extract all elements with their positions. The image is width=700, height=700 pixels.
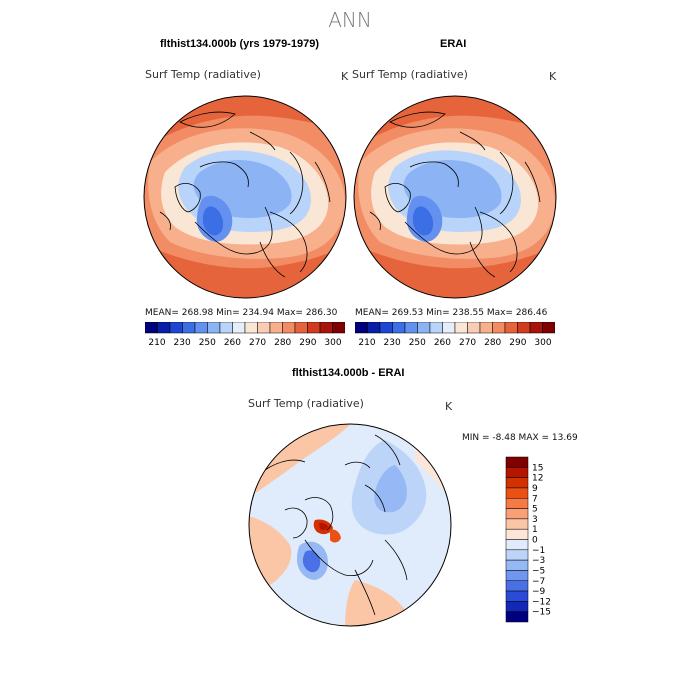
colorbar-swatch [505,498,529,509]
colorbar-swatch [479,322,493,334]
diff-panel-variable-label: Surf Temp (radiative) [248,397,364,410]
colorbar-tick-label: 250 [199,338,216,348]
colorbar-swatch [529,322,543,334]
panel2-variable-label: Surf Temp (radiative) [352,68,468,81]
colorbar-swatch [417,322,431,334]
colorbar-swatch [404,322,418,334]
panel1-units-label: K [341,70,349,83]
colorbar-tick-label: −3 [532,556,545,566]
colorbar-swatch [182,322,196,334]
panel2-title: ERAI [440,38,467,50]
colorbar-swatch [505,456,529,468]
colorbar-swatch [319,322,333,334]
panel2-colorbar: 210 230 250 260 270 280 290 300 [355,322,555,348]
colorbar-swatch [467,322,481,334]
colorbar-swatch [505,518,529,530]
colorbar-tick-label: 12 [532,474,543,484]
diff-panel-title: flthist134.000b - ERAI [292,367,405,379]
colorbar-swatch [194,322,208,334]
colorbar-swatch [207,322,221,334]
colorbar-swatch [145,322,158,334]
colorbar-swatch [355,322,368,334]
colorbar-tick-label: 9 [532,484,538,494]
colorbar-tick-label: −15 [532,608,551,618]
colorbar-swatch [505,528,529,540]
colorbar-tick-label: 250 [409,338,426,348]
panel2-polar-map [353,95,557,299]
colorbar-tick-label: 290 [299,338,316,348]
colorbar-swatch [504,322,518,334]
colorbar-swatch [505,559,529,571]
panel1-stats: MEAN= 268.98 Min= 234.94 Max= 286.30 [145,308,338,318]
panel2-units-label: K [549,70,557,83]
colorbar-swatch [517,322,531,334]
colorbar-swatch [505,611,529,623]
diff-polar-map [248,423,452,627]
colorbar-tick-label: 300 [324,338,341,348]
colorbar-tick-label: 1 [532,525,538,535]
colorbar-swatch [505,580,529,592]
colorbar-swatch [232,322,246,334]
colorbar-tick-label: 210 [358,338,375,348]
colorbar-swatch [505,539,529,551]
colorbar-swatch [429,322,443,334]
colorbar-tick-label: −7 [532,577,545,587]
colorbar-swatch [505,549,529,561]
colorbar-tick-label: 280 [274,338,291,348]
colorbar-tick-label: −12 [532,597,551,607]
colorbar-tick-label: 5 [532,505,538,515]
colorbar-swatch [379,322,393,334]
colorbar-swatch [244,322,258,334]
colorbar-tick-label: 210 [148,338,165,348]
colorbar-swatch [505,570,529,581]
colorbar-swatch [219,322,233,334]
colorbar-swatch [282,322,296,334]
colorbar-swatch [307,322,321,334]
diff-panel-stats: MIN = -8.48 MAX = 13.69 [462,433,578,443]
colorbar-swatch [442,322,456,334]
colorbar-swatch [505,487,529,499]
colorbar-swatch [367,322,381,334]
colorbar-swatch [454,322,468,334]
colorbar-swatch [505,467,529,478]
colorbar-tick-label: −9 [532,587,546,597]
colorbar-tick-label: 290 [509,338,526,348]
colorbar-swatch [505,508,529,520]
colorbar-tick-label: −1 [532,546,545,556]
colorbar-swatch [269,322,283,334]
colorbar-swatch [332,322,345,334]
colorbar-tick-label: 270 [459,338,476,348]
colorbar-tick-label: 280 [484,338,501,348]
colorbar-tick-label: 260 [434,338,451,348]
diff-panel-units-label: K [445,400,453,413]
colorbar-swatch [392,322,406,334]
colorbar-swatch [505,590,529,602]
colorbar-tick-label: 230 [174,338,191,348]
panel1-variable-label: Surf Temp (radiative) [145,68,261,81]
colorbar-tick-label: 0 [532,536,538,546]
panel2-stats: MEAN= 269.53 Min= 238.55 Max= 286.46 [355,308,548,318]
colorbar-tick-label: 260 [224,338,241,348]
colorbar-swatch [542,322,555,334]
page-title: ANN [328,8,372,32]
colorbar-tick-label: 3 [532,515,538,525]
colorbar-tick-label: 7 [532,494,538,504]
colorbar-swatch [505,601,529,612]
colorbar-tick-label: −5 [532,566,545,576]
colorbar-tick-label: 15 [532,463,543,473]
colorbar-swatch [157,322,171,334]
colorbar-swatch [169,322,183,334]
colorbar-swatch [257,322,271,334]
panel1-polar-map [143,95,347,299]
colorbar-swatch [505,477,529,489]
colorbar-swatch [492,322,506,334]
colorbar-swatch [294,322,308,334]
panel1-title: flthist134.000b (yrs 1979-1979) [160,38,319,50]
colorbar-tick-label: 230 [384,338,401,348]
panel1-colorbar: 210 230 250 260 270 280 290 300 [145,322,345,348]
colorbar-tick-label: 300 [534,338,551,348]
colorbar-tick-label: 270 [249,338,266,348]
